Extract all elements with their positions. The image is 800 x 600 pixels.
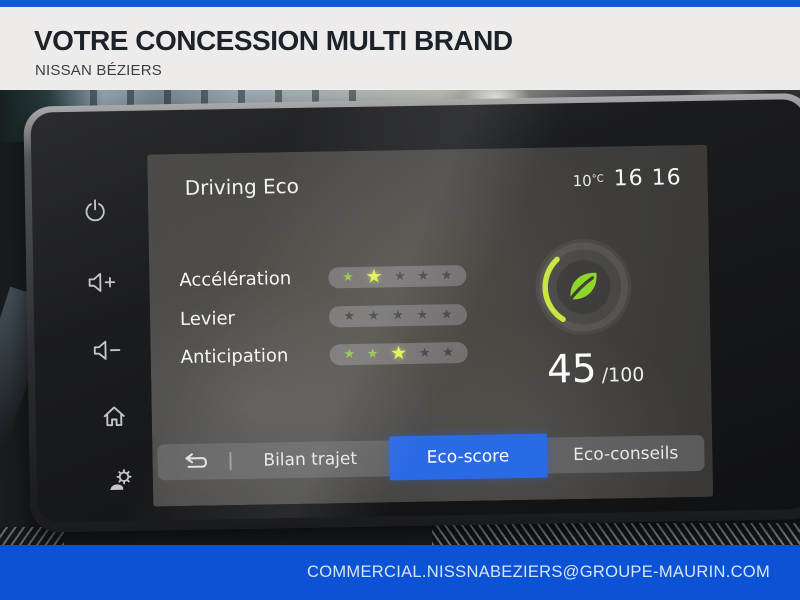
volume-down-button[interactable]: [89, 333, 124, 368]
tab-eco-conseils[interactable]: Eco-conseils: [573, 443, 679, 466]
outside-temperature: 10°C: [572, 171, 604, 191]
metric-label: Levier: [179, 307, 236, 330]
eco-score-value: 45 /100: [547, 346, 645, 393]
infotainment-tablet: Driving Eco 10°C 16 16 Accélération ★ ★ ★ ★…: [23, 92, 800, 533]
back-button[interactable]: [157, 443, 230, 480]
dashboard-texture-right: [432, 523, 800, 545]
metric-row-acceleration: Accélération ★ ★ ★ ★ ★: [179, 262, 509, 292]
star-off: ★: [440, 267, 453, 283]
metric-row-anticipation: Anticipation ★ ★ ★ ★ ★: [180, 339, 510, 369]
power-icon: [85, 199, 105, 222]
star-off: ★: [418, 345, 431, 361]
star-current: ★: [389, 341, 408, 364]
eco-leaf-icon: [567, 272, 597, 303]
driving-assist-button[interactable]: [104, 463, 139, 498]
star-rating: ★ ★ ★ ★ ★: [329, 341, 468, 365]
tab-eco-score[interactable]: Eco-score: [388, 433, 548, 481]
star-rating: ★ ★ ★ ★ ★: [328, 264, 467, 288]
dealer-header: VOTRE CONCESSION MULTI BRAND NISSAN BÉZI…: [0, 7, 800, 90]
dealer-email: COMMERCIAL.NISSNABEZIERS@GROUPE-MAURIN.C…: [307, 563, 770, 581]
star-off: ★: [416, 307, 429, 323]
dashboard-texture-left: [0, 527, 64, 545]
score-max: /100: [601, 363, 645, 387]
eco-score-gauge: [535, 238, 632, 335]
star-rating: ★ ★ ★ ★ ★: [328, 303, 468, 327]
star-lit: ★: [342, 269, 354, 285]
star-current: ★: [365, 264, 383, 288]
driving-eco-screen: Driving Eco 10°C 16 16 Accélération ★ ★ ★ ★…: [147, 144, 714, 507]
tablet-bezel: Driving Eco 10°C 16 16 Accélération ★ ★ ★ ★…: [30, 99, 800, 523]
star-off: ★: [440, 306, 453, 322]
star-off: ★: [441, 344, 454, 360]
metric-row-gearshift: Levier ★ ★ ★ ★ ★: [180, 301, 510, 331]
gauge-arc: [542, 256, 566, 323]
star-off: ★: [417, 268, 430, 284]
home-icon: [103, 405, 125, 426]
top-accent-bar: [0, 0, 800, 7]
car-settings-icon: [110, 469, 132, 490]
status-area: 10°C 16 16: [572, 165, 681, 192]
dealer-footer: COMMERCIAL.NISSNABEZIERS@GROUPE-MAURIN.C…: [0, 545, 800, 600]
clock: 16 16: [613, 165, 682, 192]
star-off: ★: [392, 307, 404, 323]
temperature-unit: °C: [591, 173, 604, 185]
metric-label: Anticipation: [180, 344, 289, 368]
volume-down-icon: [93, 340, 121, 360]
screen-title: Driving Eco: [184, 173, 300, 200]
dealer-subtitle: NISSAN BÉZIERS: [35, 62, 162, 79]
volume-up-button[interactable]: [84, 265, 119, 300]
home-button[interactable]: [96, 399, 131, 434]
volume-up-icon: [88, 272, 116, 292]
back-arrow-icon: [185, 453, 207, 468]
bottom-tab-bar: Bilan trajet Eco-score Eco-conseils: [157, 433, 705, 481]
star-lit: ★: [366, 346, 379, 362]
star-lit: ★: [343, 346, 356, 362]
star-off: ★: [394, 268, 406, 284]
car-interior-photo: Driving Eco 10°C 16 16 Accélération ★ ★ ★ ★…: [0, 90, 800, 545]
tab-bilan-trajet[interactable]: Bilan trajet: [263, 448, 358, 471]
power-button[interactable]: [78, 193, 113, 228]
star-off: ★: [367, 308, 380, 324]
score-number: 45: [546, 346, 598, 393]
metric-label: Accélération: [179, 267, 292, 291]
dealer-title: VOTRE CONCESSION MULTI BRAND: [34, 25, 513, 56]
star-off: ★: [343, 308, 356, 324]
